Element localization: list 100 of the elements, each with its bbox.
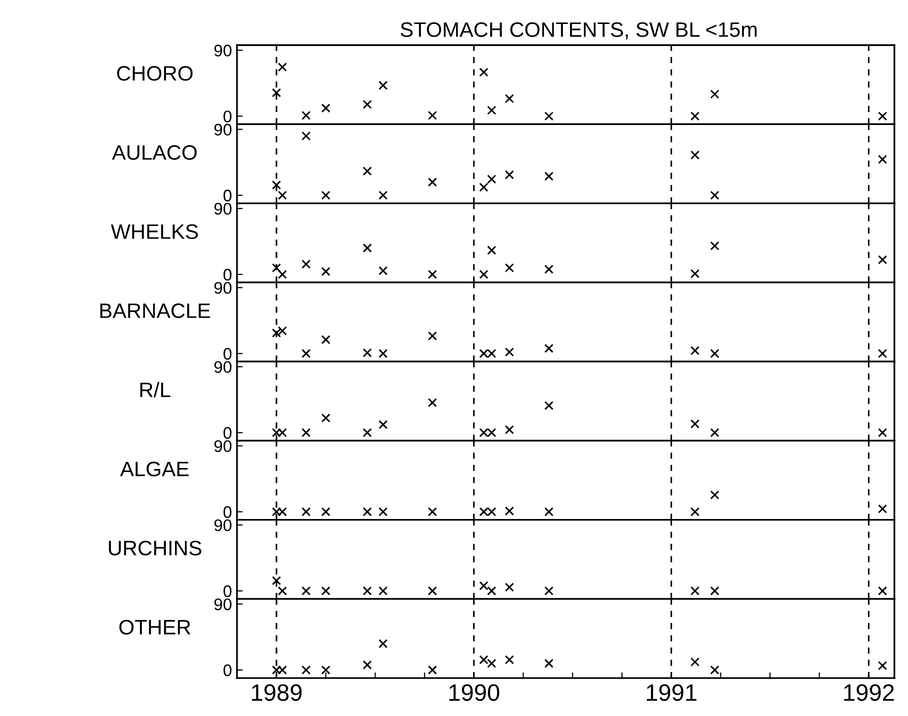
y-tick-label: 90 [214,282,232,294]
point [487,586,496,596]
y-tick-label: 0 [224,268,232,281]
point [378,190,388,200]
y-tick-label: 90 [214,124,232,136]
point [378,507,388,516]
point [544,264,554,274]
point [504,170,514,180]
x-tick-label: 1991 [646,684,696,701]
point [690,269,700,278]
y-tick-label: 0 [224,190,232,202]
point [878,504,888,514]
point [362,428,372,438]
y-tick-label: 0 [224,348,232,360]
point [878,348,888,358]
point [321,190,330,200]
point [302,586,311,596]
chart-title: STOMACH CONTENTS, SW BL <15m [400,22,757,40]
y-tick-label: 90 [214,44,232,56]
point [272,88,282,98]
point [710,348,720,358]
point [302,260,311,269]
y-tick-label: 90 [214,519,232,532]
y-axis-title: CHORO [117,66,193,81]
point [690,346,700,356]
y-tick-label: 0 [224,585,232,598]
point [544,172,554,181]
point [378,80,388,90]
point [504,425,514,434]
point [504,263,514,272]
point [321,335,330,344]
y-tick-label: 90 [214,202,232,215]
y-tick-label: 90 [214,440,232,452]
y-tick-label: 0 [224,664,232,676]
point [479,581,488,590]
x-tick-label: 1992 [844,684,894,701]
point [878,661,888,670]
point [302,131,311,141]
point [544,344,554,353]
point [544,507,554,516]
y-axis-title: R/L [140,382,170,398]
point [321,665,330,675]
point [378,420,388,430]
point [690,112,700,121]
point [428,178,437,187]
point [302,428,311,438]
point [378,266,388,276]
y-axis-title: AULACO [112,145,197,160]
point [272,180,282,190]
point [487,246,496,255]
point [302,348,311,358]
point [544,112,554,121]
point [690,657,700,667]
point [504,506,514,516]
point [479,182,488,192]
point [504,582,514,592]
point [278,62,287,72]
point [362,660,372,670]
point [878,112,888,121]
point [710,665,720,675]
point [428,270,437,279]
y-tick-label: 0 [224,427,232,439]
point [362,586,372,596]
point [428,665,437,675]
y-axis-title: OTHER [119,620,190,635]
point [487,106,496,115]
point [428,398,437,408]
point [690,150,700,160]
point [504,655,514,664]
point [362,100,372,110]
point [710,90,720,99]
point [690,586,700,596]
point [362,243,372,253]
point [302,665,311,675]
point [487,174,496,184]
point [710,586,720,596]
point [378,586,388,596]
point [321,104,330,113]
point [278,586,287,596]
point [878,154,888,164]
point [504,347,514,357]
point [710,241,720,250]
point [362,348,372,358]
y-tick-label: 90 [214,598,232,610]
y-tick-label: 0 [224,506,232,518]
point [544,658,554,668]
point [479,68,488,77]
point [362,507,372,516]
point [710,190,720,200]
point [878,255,888,264]
y-tick-label: 90 [214,361,232,373]
point [544,400,554,410]
point [504,94,514,104]
point [321,586,330,596]
point [690,507,700,516]
point [272,263,282,272]
point [878,428,888,438]
y-axis-title: BARNACLE [100,303,210,318]
point [428,110,437,120]
point [479,655,488,664]
